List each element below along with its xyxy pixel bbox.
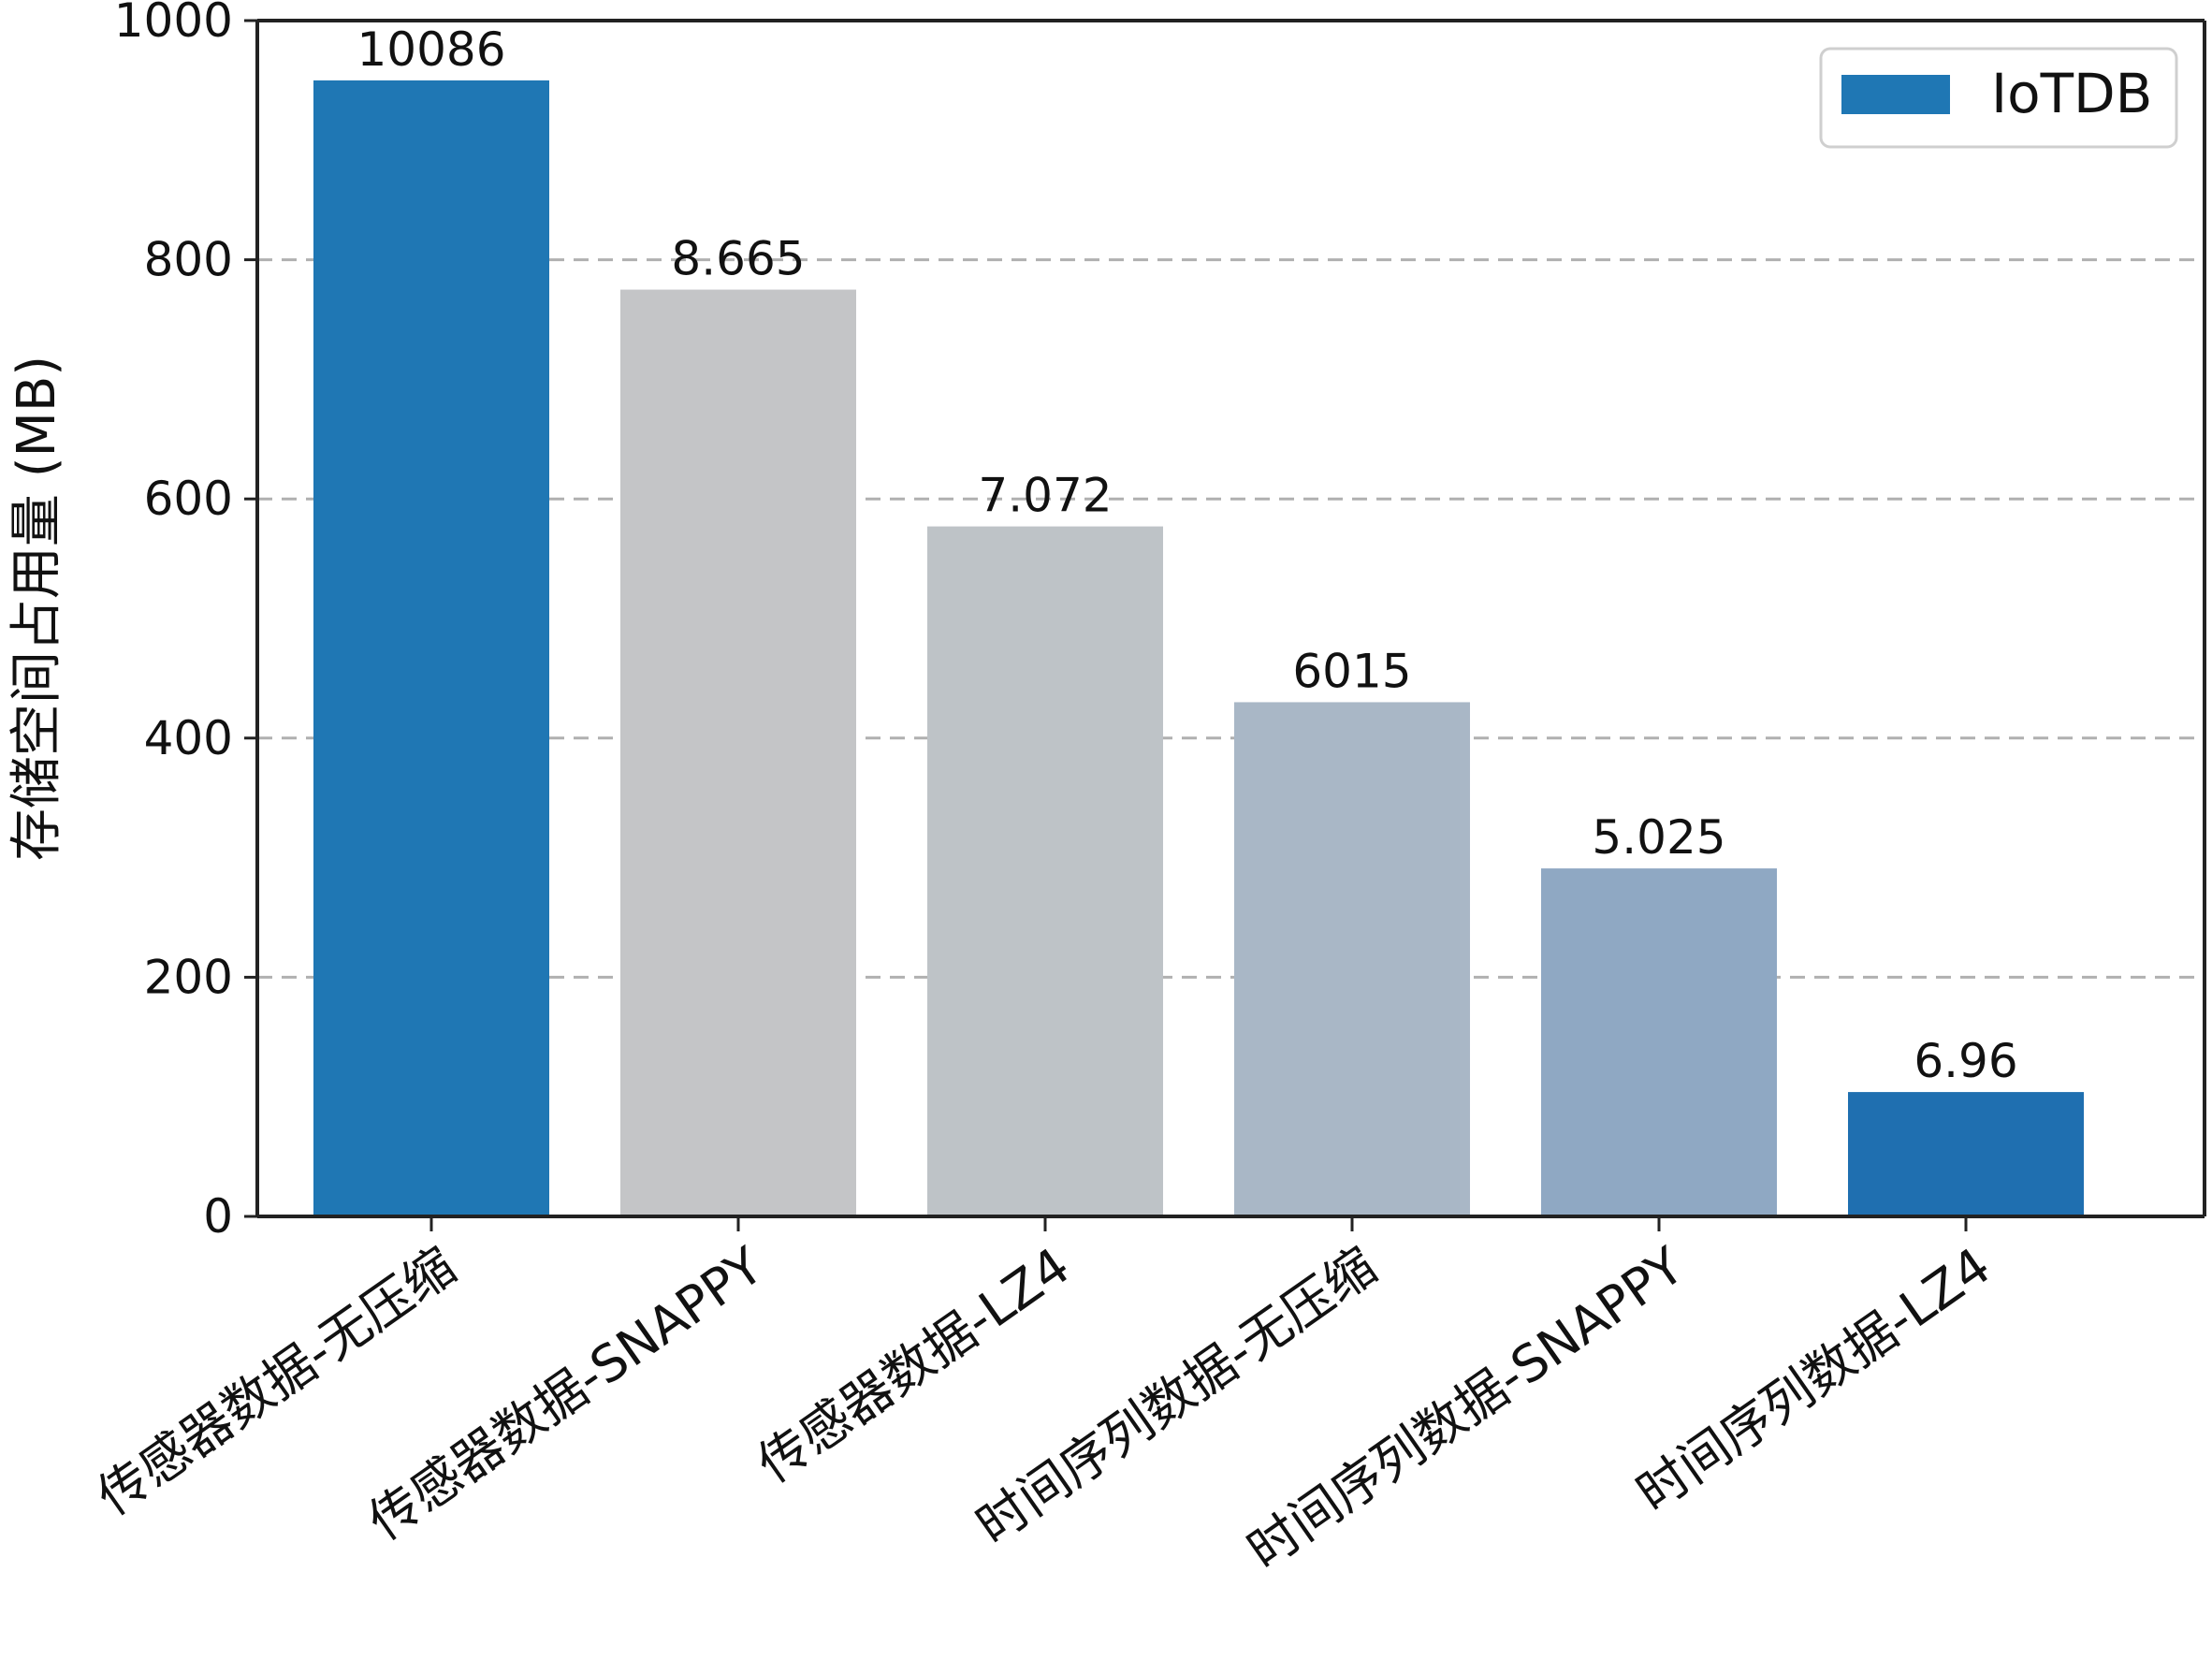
- bar-6: [1848, 1092, 2084, 1216]
- bar-3: [927, 526, 1163, 1216]
- grid-lines: [257, 258, 2205, 979]
- legend: IoTDB: [1819, 47, 2178, 149]
- y-ticks: 0 200 400 600 800 1000: [114, 0, 257, 1244]
- data-label-6: 6.96: [1914, 1034, 2017, 1088]
- x-tick-label-3: 传感器数据-LZ4: [747, 1236, 1080, 1494]
- y-tick-label-400: 400: [144, 711, 233, 765]
- bar-2: [620, 289, 856, 1216]
- y-tick-label-1000: 1000: [114, 0, 233, 48]
- data-label-3: 7.072: [978, 469, 1112, 523]
- y-tick-label-0: 0: [203, 1189, 233, 1244]
- y-axis-title: 存储空间占用量 (MB): [7, 356, 67, 861]
- axes: [255, 19, 2206, 1218]
- bar-4: [1234, 702, 1470, 1216]
- data-label-4: 6015: [1292, 644, 1411, 698]
- data-label-1: 10086: [357, 22, 505, 77]
- data-label-5: 5.025: [1592, 810, 1725, 865]
- data-label-2: 8.665: [671, 232, 805, 286]
- y-tick-label-600: 600: [144, 472, 233, 526]
- y-tick-label-200: 200: [144, 950, 233, 1004]
- legend-swatch-iotdb: [1841, 75, 1950, 114]
- x-ticks: 传感器数据-无压缩传感器数据-SNAPPY传感器数据-LZ4时间序列数据-无压缩…: [86, 1216, 2001, 1580]
- data-labels: 10086 8.665 7.072 6015 5.025 6.96: [357, 22, 2017, 1088]
- legend-box: [1819, 47, 2178, 149]
- bar-1: [313, 80, 549, 1216]
- legend-label-iotdb: IoTDB: [1991, 62, 2152, 125]
- bar-5: [1541, 868, 1777, 1216]
- bars: [313, 80, 2084, 1216]
- y-tick-label-800: 800: [144, 233, 233, 287]
